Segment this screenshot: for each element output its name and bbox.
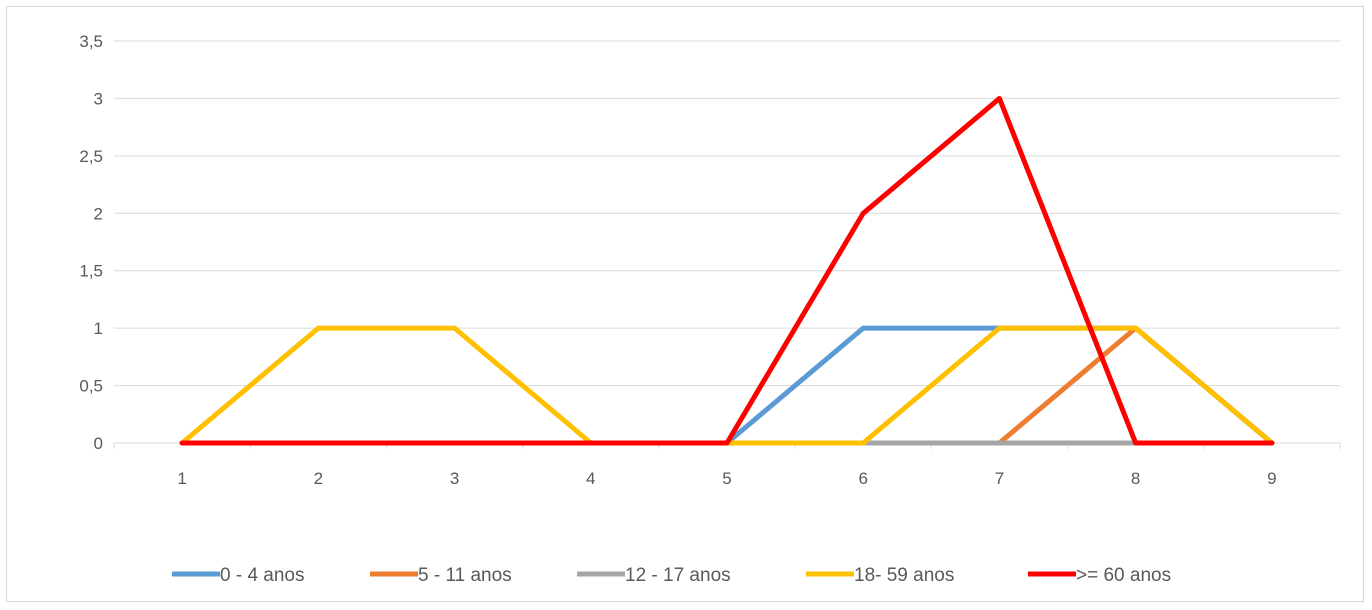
legend-label: 18- 59 anos xyxy=(854,565,954,586)
y-tick-label: 3 xyxy=(94,89,103,108)
y-tick-label: 1,5 xyxy=(79,262,103,281)
x-tick-label: 7 xyxy=(995,469,1004,488)
y-axis-tick-labels: 0 0,5 1 1,5 2 2,5 3 3,5 xyxy=(79,32,103,453)
y-tick-label: 0 xyxy=(94,434,103,453)
x-axis-tick-labels: 1 2 3 4 5 6 7 8 9 xyxy=(177,469,1276,488)
y-tick-label: 2,5 xyxy=(79,147,103,166)
y-tick-label: 2 xyxy=(94,204,103,223)
y-tick-label: 0,5 xyxy=(79,377,103,396)
legend-label: >= 60 anos xyxy=(1076,565,1171,586)
legend-item: >= 60 anos xyxy=(1028,565,1171,586)
legend: 0 - 4 anos 5 - 11 anos 12 - 17 anos 18- 59 … xyxy=(172,565,1171,586)
x-tick-label: 9 xyxy=(1267,469,1276,488)
legend-label: 0 - 4 anos xyxy=(220,565,305,586)
chart-frame xyxy=(6,6,1364,602)
legend-item: 18- 59 anos xyxy=(806,565,954,586)
series-line xyxy=(179,95,1275,446)
legend-label: 5 - 11 anos xyxy=(418,565,512,586)
y-tick-label: 1 xyxy=(94,319,103,338)
x-tick-label: 3 xyxy=(450,469,459,488)
y-tick-label: 3,5 xyxy=(79,32,103,51)
x-tick-label: 1 xyxy=(177,469,186,488)
gridlines xyxy=(114,40,1340,387)
legend-item: 5 - 11 anos xyxy=(370,565,512,586)
legend-item: 0 - 4 anos xyxy=(172,565,305,586)
legend-label: 12 - 17 anos xyxy=(625,565,731,586)
legend-item: 12 - 17 anos xyxy=(577,565,731,586)
series-lines xyxy=(179,95,1275,446)
x-tick-label: 2 xyxy=(314,469,323,488)
x-tick-label: 4 xyxy=(586,469,595,488)
x-tick-label: 5 xyxy=(722,469,731,488)
x-tick-label: 6 xyxy=(858,469,867,488)
x-tick-label: 8 xyxy=(1131,469,1140,488)
